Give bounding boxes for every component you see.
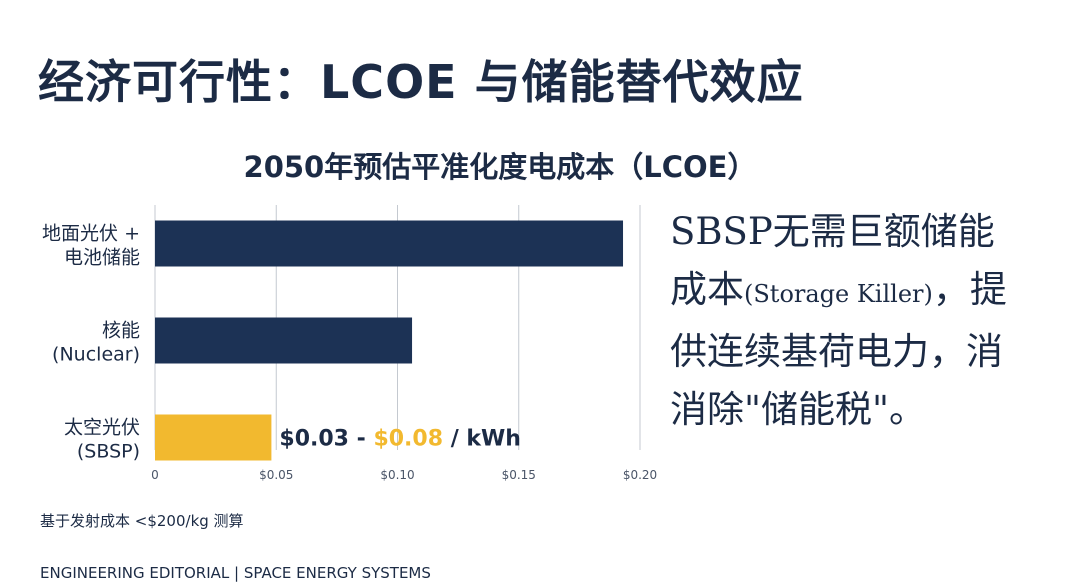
annotation-low: $0.03 — [279, 427, 349, 452]
x-tick-label: 0 — [151, 468, 159, 482]
bar — [155, 220, 624, 267]
chart-title: 2050年预估平准化度电成本（LCOE） — [243, 150, 757, 184]
category-label: 太空光伏(SBSP) — [64, 417, 140, 463]
category-label: 地面光伏 +电池储能 — [42, 223, 140, 269]
x-tick-label: $0.20 — [623, 468, 657, 482]
page-title: 经济可行性：LCOE 与储能替代效应 — [38, 55, 804, 109]
sbsp-cost-annotation: $0.03 - $0.08 / kWh — [279, 427, 521, 452]
callout-line-4: 消除"储能税"。 — [670, 388, 927, 431]
bar — [155, 317, 413, 364]
footnote: 基于发射成本 <$200/kg 测算 — [40, 512, 244, 530]
x-tick-label: $0.15 — [502, 468, 536, 482]
callout-line-2: 成本(Storage Killer)，提 — [670, 261, 1050, 323]
annotation-sep: - — [349, 427, 373, 452]
annotation-high: $0.08 — [373, 427, 443, 452]
callout-line-1: SBSP无需巨额储能 — [670, 210, 995, 253]
bar — [155, 414, 272, 461]
storage-killer-callout: SBSP无需巨额储能 成本(Storage Killer)，提 供连续基荷电力，… — [670, 203, 1050, 439]
callout-line-2-main: 成本 — [670, 268, 744, 311]
x-tick-label: $0.05 — [259, 468, 293, 482]
x-tick-label: $0.10 — [380, 468, 414, 482]
callout-line-3: 供连续基荷电力，消 — [670, 330, 1003, 373]
annotation-unit: / kWh — [443, 427, 521, 452]
category-label: 核能(Nuclear) — [52, 320, 140, 366]
callout-line-2-tail: ，提 — [932, 268, 1007, 311]
footer-credit: ENGINEERING EDITORIAL | SPACE ENERGY SYS… — [40, 564, 431, 582]
callout-line-2-small: (Storage Killer) — [744, 280, 933, 308]
